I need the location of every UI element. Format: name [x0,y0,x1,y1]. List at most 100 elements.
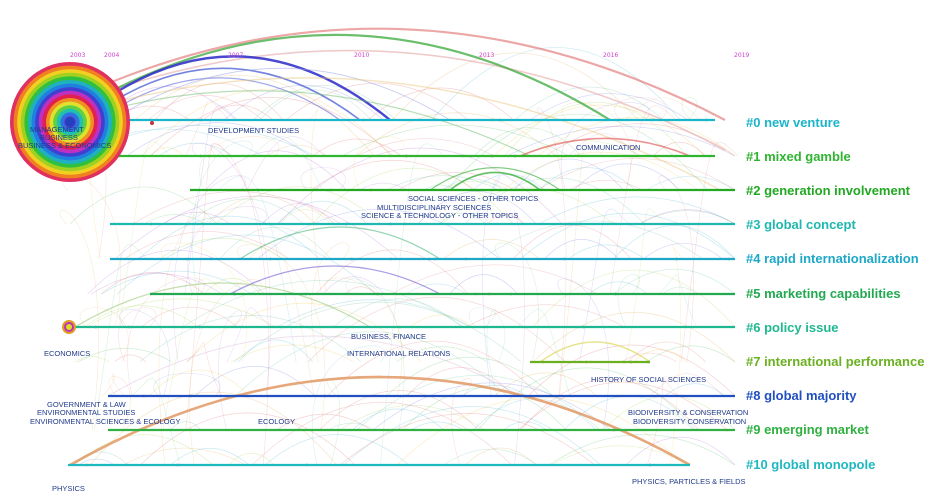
citation-arc-major [107,335,521,397]
citation-link [102,373,125,397]
year-2003: 2003 [70,52,85,59]
citation-arc [493,104,706,157]
citation-link [218,175,297,363]
cluster-timelines [68,118,735,467]
category-physics-particles-fields: PHYSICS, PARTICLES & FIELDS [632,477,746,486]
citation-link [559,142,605,397]
citation-arc-major [89,90,531,157]
citation-arc [327,340,540,397]
citation-arc [461,385,528,397]
citation-arc-major [89,55,391,121]
citation-arc [100,272,205,295]
citation-arc [69,186,218,225]
citation-arc [481,220,704,260]
cluster-label: #9 emerging market [746,422,870,437]
citation-arc [219,227,332,260]
citation-arc [276,200,368,225]
cluster-label: #2 generation involvement [746,183,911,198]
citation-link [658,274,697,328]
citation-arc-major [539,341,651,363]
citation-arc [154,82,284,121]
citation-arc [139,315,362,363]
citation-link [485,309,498,397]
citation-arc [356,374,601,431]
citation-arc [149,97,393,157]
citation-link [226,307,271,363]
citation-arc-major [99,67,361,121]
citation-link [625,208,666,363]
category-physics: PHYSICS [52,484,85,493]
citation-link [127,277,206,397]
citation-arc [307,296,566,363]
citation-arc [410,421,464,431]
citation-link [536,107,567,397]
citation-arc [203,278,261,295]
citation-arc [538,196,736,225]
citation-arc [639,210,736,225]
citation-link [186,342,222,397]
citation-arc [187,198,305,225]
citation-arc [441,181,509,191]
citation-arc-major [69,375,691,467]
citation-arc-major [119,67,451,121]
citation-arc [504,101,688,157]
citation-arc [86,298,276,328]
citation-arc [195,366,316,397]
citation-arc [148,369,250,397]
citation-arc [205,150,347,191]
citation-arc-major [449,171,541,191]
citation-arc [276,299,472,328]
citation-arc [449,274,518,295]
citation-arc [355,112,557,157]
citation-arc [344,286,377,295]
citation-arc [126,122,311,157]
citation-arc [132,191,342,225]
citation-link [353,136,404,191]
citation-link [59,210,99,431]
citation-arc [251,402,512,466]
category-science-technology-other: SCIENCE & TECHNOLOGY - OTHER TOPICS [361,211,518,220]
citation-link [557,278,609,431]
citation-arc [233,301,522,363]
citation-arc [502,421,547,431]
citation-arc [87,249,265,295]
citation-arc [140,412,356,466]
citation-arc-major [429,167,561,191]
citation-arc [312,167,514,225]
citation-arc [259,89,372,121]
category-history-social-sciences: HISTORY OF SOCIAL SCIENCES [591,375,706,384]
citation-arc [285,82,469,121]
citation-arc [443,448,539,466]
citation-link [326,378,340,466]
citation-link [187,206,267,295]
citation-arc [207,195,316,225]
citation-arc [439,212,486,225]
cluster-label: #5 marketing capabilities [746,286,901,301]
citation-arc [391,264,598,295]
citation-link [160,242,247,363]
citation-arc [551,445,689,466]
citation-link [311,242,350,363]
citation-arc [124,231,290,260]
citation-link [517,309,571,397]
citation-arc [646,345,736,363]
citation-arc [372,382,611,431]
citation-arc [322,276,385,295]
citation-link [324,277,403,397]
citation-arc [568,180,643,191]
citation-arc-major [519,137,691,157]
citation-link [246,136,326,191]
category-environmental-studies: ENVIRONMENTAL STUDIES [37,408,135,417]
citation-arc [144,214,205,225]
citation-arc [538,167,636,191]
citation-arc [327,422,376,431]
cluster-label: #6 policy issue [746,320,839,335]
citation-link [669,245,684,466]
citation-arc [513,224,632,260]
citation-arc [398,172,515,191]
citation-arc [186,302,422,363]
citation-link [191,142,271,397]
citation-arc [643,242,723,260]
cluster-label: #4 rapid internationalization [746,251,919,266]
